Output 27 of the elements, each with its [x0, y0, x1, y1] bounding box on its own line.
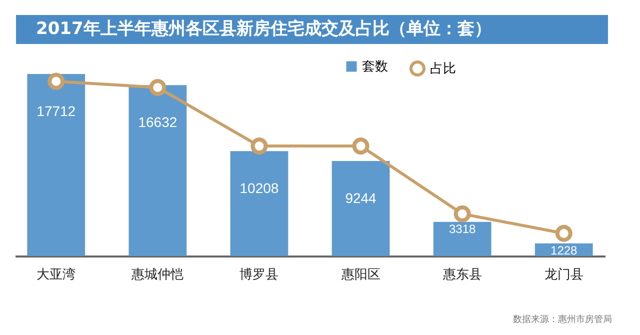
x-tick-label: 博罗县 [240, 268, 279, 282]
bar [332, 161, 390, 256]
data-label: 9244 [345, 190, 377, 206]
data-label: 1228 [550, 243, 578, 258]
x-tick-label: 惠东县 [442, 268, 482, 282]
chart-title: 2017年上半年惠州各区县新房住宅成交及占比（单位：套） [16, 15, 608, 44]
point [149, 78, 166, 96]
point [250, 138, 268, 155]
data-label: 10208 [240, 180, 279, 196]
bar [27, 74, 86, 256]
x-tick-label: 惠城仲恺 [130, 268, 184, 282]
point [352, 138, 370, 155]
point [48, 72, 65, 90]
x-tick-label: 惠阳区 [340, 268, 380, 282]
point [454, 205, 471, 222]
data-label: 17712 [36, 103, 76, 119]
x-tick-label: 大亚湾 [36, 266, 76, 282]
bar [128, 85, 187, 256]
legend-label: 套数 [362, 60, 388, 74]
bar [230, 151, 288, 256]
point [555, 224, 572, 242]
source-note: 数据来源：惠州市房管局 [513, 314, 612, 326]
data-label: 16632 [138, 114, 178, 130]
x-tick-label: 龙门县 [544, 266, 584, 282]
legend-label: 占比 [430, 62, 456, 76]
bar [433, 222, 492, 256]
data-label: 3318 [448, 222, 476, 236]
